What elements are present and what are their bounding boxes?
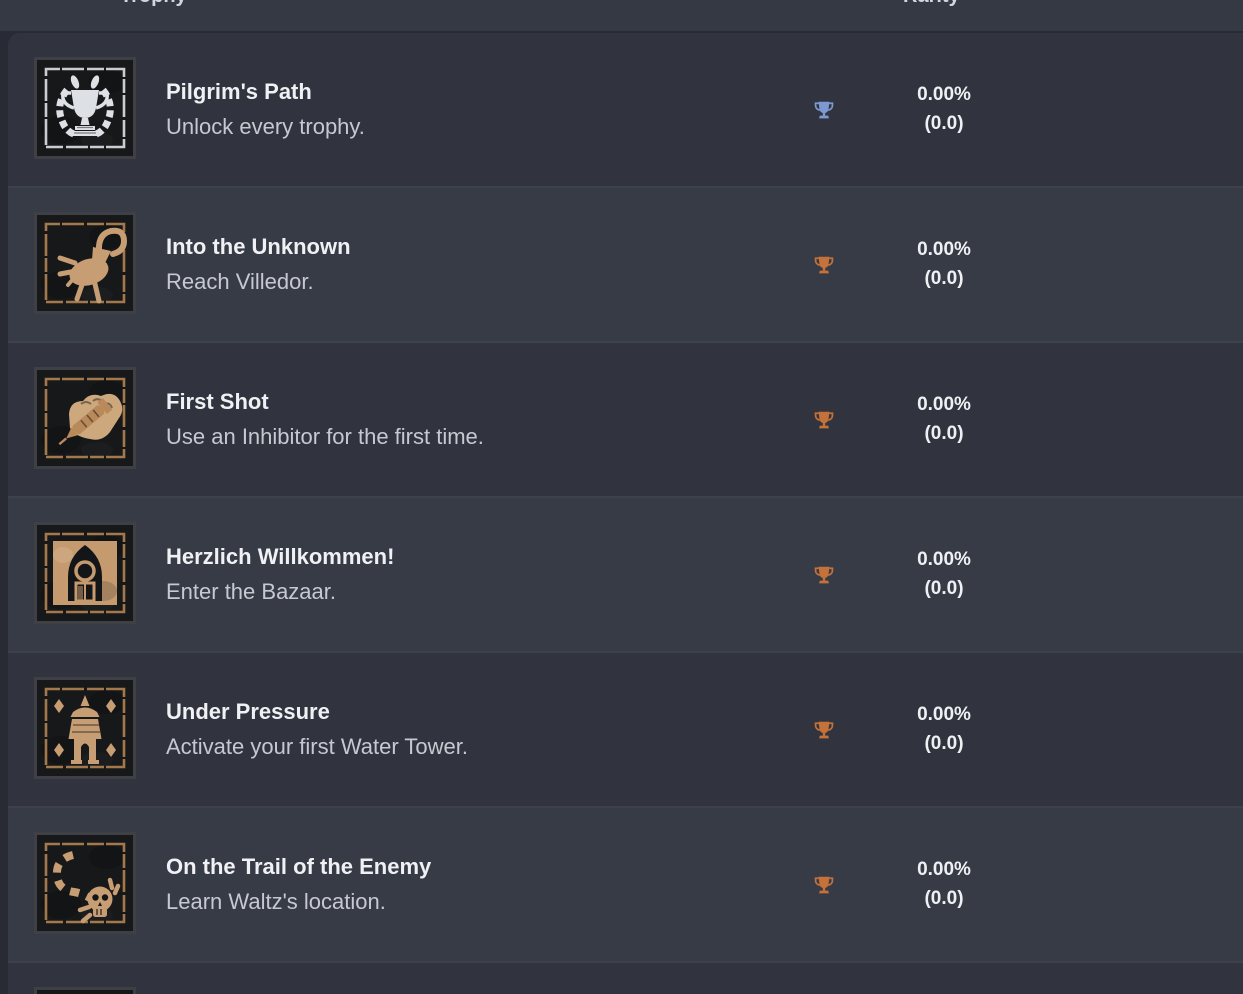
- fist-inhibitor-icon[interactable]: [34, 367, 136, 469]
- platinum-trophy-icon: [802, 33, 846, 186]
- rarity-percent: 0.00%: [917, 704, 971, 725]
- trophy-title[interactable]: Under Pressure: [166, 699, 330, 724]
- rarity-score: (0.0): [924, 888, 964, 909]
- trophy-text-block: First Shot Use an Inhibitor for the firs…: [166, 343, 726, 496]
- trophy-title[interactable]: First Shot: [166, 389, 269, 414]
- rarity-cell: 0.00% (0.0): [884, 498, 1004, 651]
- trophy-description: Use an Inhibitor for the first time.: [166, 424, 484, 449]
- trophy-description: Unlock every trophy.: [166, 114, 365, 139]
- trophy-row[interactable]: Herzlich Willkommen! Enter the Bazaar. 0…: [8, 496, 1243, 651]
- rarity-score: (0.0): [924, 578, 964, 599]
- rarity-percent: 0.00%: [917, 84, 971, 105]
- trophy-title[interactable]: On the Trail of the Enemy: [166, 854, 432, 879]
- trophy-text-block: Pilgrim's Path Unlock every trophy.: [166, 33, 726, 186]
- rarity-percent: 0.00%: [917, 239, 971, 260]
- rarity-score: (0.0): [924, 113, 964, 134]
- trophy-description: Reach Villedor.: [166, 269, 314, 294]
- bazaar-archway-icon[interactable]: [34, 522, 136, 624]
- trophy-description: Activate your first Water Tower.: [166, 734, 468, 759]
- trail-skull-icon[interactable]: [34, 832, 136, 934]
- trophy-text-block: Under Pressure Activate your first Water…: [166, 653, 726, 806]
- trophy-text-block: [166, 963, 726, 994]
- trophy-text-block: On the Trail of the Enemy Learn Waltz's …: [166, 808, 726, 961]
- rarity-cell: 0.00% (0.0): [884, 653, 1004, 806]
- rarity-score: (0.0): [924, 268, 964, 289]
- trophy-list: Pilgrim's Path Unlock every trophy. 0.00…: [8, 33, 1243, 994]
- rarity-column-header[interactable]: Rarity: [903, 0, 960, 8]
- trophy-title[interactable]: Herzlich Willkommen!: [166, 544, 395, 569]
- rarity-cell: 0.00% (0.0): [884, 343, 1004, 496]
- bronze-trophy-icon: [802, 808, 846, 961]
- trophy-row[interactable]: Under Pressure Activate your first Water…: [8, 651, 1243, 806]
- rarity-score: (0.0): [924, 423, 964, 444]
- rarity-percent: 0.00%: [917, 394, 971, 415]
- trophy-text-block: Into the Unknown Reach Villedor.: [166, 188, 726, 341]
- partial-next-trophy-icon[interactable]: [34, 987, 136, 994]
- trophy-row[interactable]: On the Trail of the Enemy Learn Waltz's …: [8, 806, 1243, 961]
- trophy-row[interactable]: Pilgrim's Path Unlock every trophy. 0.00…: [8, 33, 1243, 186]
- platinum-wreath-trophy-icon[interactable]: [34, 57, 136, 159]
- rarity-cell: 0.00% (0.0): [884, 33, 1004, 186]
- trophy-description: Enter the Bazaar.: [166, 579, 336, 604]
- rarity-cell: 0.00% (0.0): [884, 188, 1004, 341]
- trophy-text-block: Herzlich Willkommen! Enter the Bazaar.: [166, 498, 726, 651]
- trophy-title[interactable]: Into the Unknown: [166, 234, 351, 259]
- trophy-row[interactable]: [8, 961, 1243, 994]
- bronze-trophy-icon: [802, 653, 846, 806]
- bronze-trophy-icon: [802, 343, 846, 496]
- trophy-row[interactable]: First Shot Use an Inhibitor for the firs…: [8, 341, 1243, 496]
- trophy-row[interactable]: Into the Unknown Reach Villedor. 0.00% (…: [8, 186, 1243, 341]
- trophy-title[interactable]: Pilgrim's Path: [166, 79, 312, 104]
- rarity-percent: 0.00%: [917, 549, 971, 570]
- rarity-cell: 0.00% (0.0): [884, 808, 1004, 961]
- water-tower-icon[interactable]: [34, 677, 136, 779]
- column-header-bar: Trophy Rarity: [0, 0, 1243, 31]
- rarity-percent: 0.00%: [917, 859, 971, 880]
- trophy-grade-cell: [802, 963, 846, 994]
- rarity-score: (0.0): [924, 733, 964, 754]
- trophy-column-header[interactable]: Trophy: [120, 0, 187, 8]
- trophy-description: Learn Waltz's location.: [166, 889, 386, 914]
- rarity-cell: [884, 963, 1004, 994]
- bronze-trophy-icon: [802, 498, 846, 651]
- bronze-trophy-icon: [802, 188, 846, 341]
- rearing-goat-icon[interactable]: [34, 212, 136, 314]
